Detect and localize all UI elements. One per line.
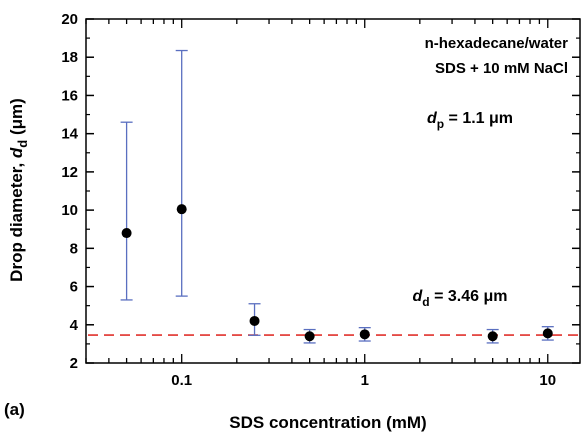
- data-point: [304, 331, 315, 342]
- data-point: [249, 315, 260, 326]
- x-axis-title: SDS concentration (mM): [229, 413, 426, 432]
- panel-label: (a): [4, 400, 25, 419]
- annotation-system-line2: SDS + 10 mM NaCl: [435, 60, 568, 77]
- data-points: [121, 204, 553, 342]
- y-tick-label: 10: [61, 202, 78, 219]
- data-point: [487, 331, 498, 342]
- y-tick-label: 16: [61, 87, 78, 104]
- y-axis-title: Drop diameter, dd (μm): [7, 98, 30, 282]
- annotation-dd: dd = 3.46 μm: [413, 288, 508, 309]
- annotation-system-line1: n-hexadecane/water: [425, 35, 569, 52]
- data-point: [542, 328, 553, 339]
- y-tick-label: 20: [61, 11, 78, 28]
- annotation-dp: dp = 1.1 μm: [427, 110, 513, 131]
- y-tick-label: 14: [61, 126, 78, 143]
- x-tick-label: 1: [361, 372, 369, 389]
- data-point: [176, 204, 187, 215]
- x-tick-label: 0.1: [171, 372, 192, 389]
- y-tick-label: 2: [70, 355, 78, 372]
- y-ticks: 2 4 6 8 10 12 14 16 18 20: [61, 11, 580, 372]
- data-point: [359, 329, 370, 340]
- y-tick-label: 8: [70, 240, 78, 257]
- y-tick-label: 18: [61, 49, 78, 66]
- y-tick-label: 12: [61, 164, 78, 181]
- y-tick-label: 4: [70, 317, 79, 334]
- x-ticks: 0.1 1 10: [85, 19, 556, 389]
- x-tick-label: 10: [539, 372, 556, 389]
- data-point: [121, 228, 132, 239]
- y-tick-label: 6: [70, 279, 78, 296]
